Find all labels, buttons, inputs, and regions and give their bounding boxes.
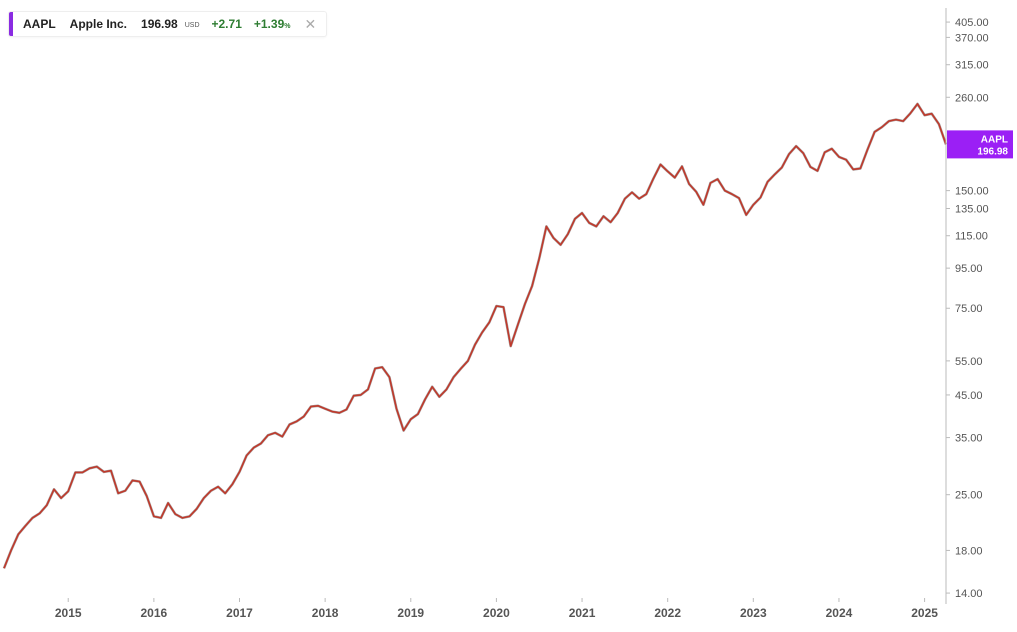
x-tick-label: 2024 <box>826 606 853 620</box>
y-tick-label: 135.00 <box>955 204 989 216</box>
legend-change-percent-value: +1.39 <box>253 17 285 31</box>
legend-percent-sign: % <box>284 23 291 30</box>
legend-change-percent: +1.39% <box>254 17 291 31</box>
y-tick-label: 315.00 <box>955 60 989 72</box>
price-line-group <box>2 102 948 569</box>
legend-change: +2.71 <box>211 17 242 31</box>
last-price-tag-value: 196.98 <box>977 146 1008 157</box>
x-tick-label: 2020 <box>483 606 510 620</box>
y-tick-label: 370.00 <box>955 32 989 44</box>
x-tick-label: 2023 <box>740 606 767 620</box>
y-tick-label: 18.00 <box>955 545 983 557</box>
legend-company-name: Apple Inc. <box>69 17 128 31</box>
price-line <box>3 103 947 569</box>
last-price-tag-ticker: AAPL <box>981 134 1008 145</box>
instrument-legend: AAPL Apple Inc. 196.98 USD +2.71 +1.39% ✕ <box>8 11 328 37</box>
y-tick-label: 405.00 <box>955 17 989 29</box>
x-tick-label: 2017 <box>226 606 253 620</box>
legend-accent-bar <box>9 12 13 36</box>
y-tick-label: 75.00 <box>955 303 983 315</box>
close-icon[interactable]: ✕ <box>304 15 317 32</box>
y-tick-label: 150.00 <box>955 186 989 198</box>
y-tick-label: 260.00 <box>955 92 989 104</box>
y-tick-label: 115.00 <box>955 231 988 243</box>
y-tick-label: 14.00 <box>955 588 983 600</box>
legend-ticker: AAPL <box>23 17 56 31</box>
x-tick-label: 2016 <box>141 606 168 620</box>
y-tick-label: 95.00 <box>955 263 983 275</box>
last-price-tag-background <box>947 130 1013 159</box>
x-tick-label: 2025 <box>911 606 938 620</box>
legend-currency: USD <box>184 22 200 29</box>
y-tick-label: 45.00 <box>955 390 983 402</box>
x-tick-label: 2021 <box>569 606 596 620</box>
x-tick-label: 2019 <box>397 606 424 620</box>
last-price-tag: AAPL 196.98 <box>947 130 1013 159</box>
y-axis[interactable]: 405.00 370.00 315.00 260.00 150.00 135.00 115.… <box>946 17 989 600</box>
x-tick-label: 2018 <box>312 606 339 620</box>
legend-price: 196.98 <box>141 17 178 31</box>
x-tick-label: 2015 <box>55 606 82 620</box>
y-tick-label: 25.00 <box>955 490 983 502</box>
x-tick-label: 2022 <box>654 606 681 620</box>
price-line-shadow <box>2 102 948 569</box>
x-axis[interactable]: 2015 2016 2017 2018 2019 2020 2021 2022 2023 2024… <box>55 598 938 620</box>
y-tick-label: 55.00 <box>955 356 983 368</box>
y-tick-label: 35.00 <box>955 433 983 445</box>
